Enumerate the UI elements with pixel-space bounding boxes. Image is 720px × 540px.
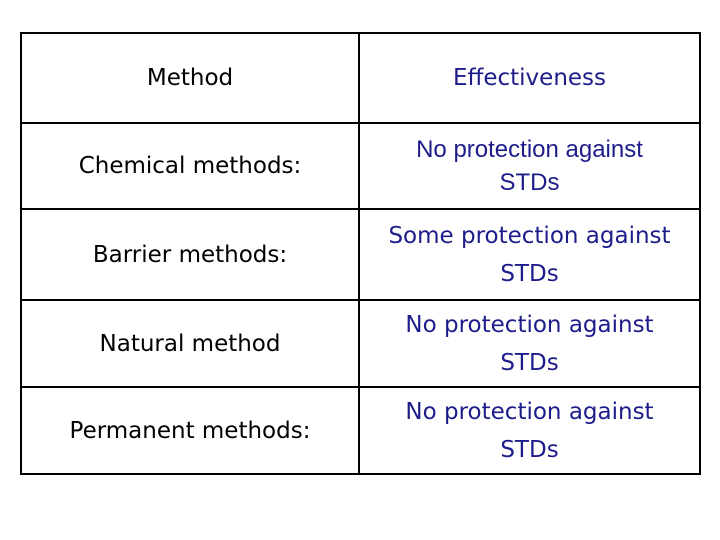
method-cell: Chemical methods: <box>20 122 360 210</box>
effectiveness-cell: No protection against STDs <box>358 299 701 388</box>
cell-line: No protection against <box>405 398 654 425</box>
methods-table: Method Effectiveness Chemical methods: N… <box>20 32 701 475</box>
method-cell: Natural method <box>20 299 360 388</box>
table-row: Chemical methods: No protection against … <box>20 122 701 210</box>
effectiveness-cell: No protection against STDs <box>358 386 701 475</box>
table-row: Permanent methods: No protection against… <box>20 386 701 475</box>
cell-line: No protection against <box>405 311 654 338</box>
cell-line: STDs <box>500 349 559 376</box>
effectiveness-cell: Some protection against STDs <box>358 208 701 301</box>
table-row: Barrier methods: Some protection against… <box>20 208 701 301</box>
cell-line: STDs <box>500 260 559 287</box>
cell-line: Some protection against <box>388 222 671 249</box>
method-cell: Barrier methods: <box>20 208 360 301</box>
header-cell: Effectiveness <box>358 32 701 124</box>
table-row: Natural method No protection against STD… <box>20 299 701 388</box>
cell-line: No protection against <box>416 136 643 163</box>
method-cell: Permanent methods: <box>20 386 360 475</box>
cell-line: STDs <box>499 169 560 196</box>
header-row: Method Effectiveness <box>20 32 701 124</box>
effectiveness-cell: No protection against STDs <box>358 122 701 210</box>
cell-line: STDs <box>500 436 559 463</box>
header-cell: Method <box>20 32 360 124</box>
